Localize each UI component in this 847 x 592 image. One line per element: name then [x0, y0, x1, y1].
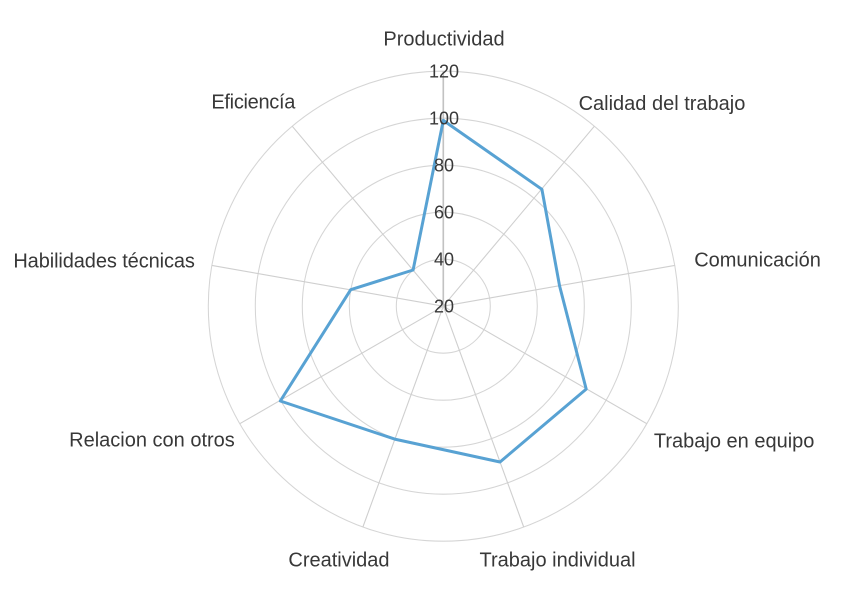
svg-text:20: 20 — [434, 297, 454, 317]
svg-text:Calidad del trabajo: Calidad del trabajo — [579, 93, 746, 115]
svg-text:80: 80 — [434, 156, 454, 176]
svg-text:100: 100 — [429, 109, 459, 129]
svg-text:Trabajo individual: Trabajo individual — [480, 550, 636, 572]
svg-text:Relacion con otros: Relacion con otros — [69, 430, 235, 452]
svg-text:Trabajo en equipo: Trabajo en equipo — [654, 431, 815, 453]
svg-text:Creatividad: Creatividad — [288, 550, 389, 572]
svg-text:60: 60 — [434, 203, 454, 223]
svg-text:Comunicación: Comunicación — [694, 250, 821, 272]
svg-text:Eficiencía: Eficiencía — [211, 91, 296, 113]
svg-text:Habilidades técnicas: Habilidades técnicas — [13, 250, 195, 272]
svg-text:40: 40 — [434, 250, 454, 270]
svg-text:120: 120 — [429, 62, 459, 82]
svg-text:Productividad: Productividad — [383, 29, 504, 51]
